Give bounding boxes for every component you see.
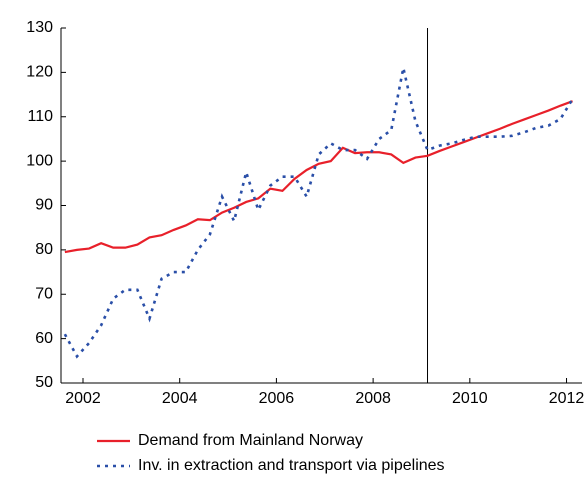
series-line bbox=[64, 100, 573, 254]
x-tick-label: 2010 bbox=[452, 390, 488, 407]
x-tick-label: 2008 bbox=[355, 390, 391, 407]
y-tick-label: 50 bbox=[35, 374, 53, 391]
y-tick-label: 110 bbox=[27, 108, 53, 125]
x-tick-label: 2006 bbox=[259, 390, 295, 407]
y-tick-label: 60 bbox=[35, 330, 53, 347]
y-tick-label: 90 bbox=[35, 197, 53, 214]
legend-label: Inv. in extraction and transport via pip… bbox=[138, 457, 445, 474]
x-tick-label: 2002 bbox=[65, 390, 101, 407]
x-tick-label: 2004 bbox=[162, 390, 198, 407]
x-tick-label: 2012 bbox=[549, 390, 585, 407]
series-line bbox=[63, 67, 574, 359]
y-tick-label: 70 bbox=[35, 285, 53, 302]
y-tick-label: 130 bbox=[26, 19, 53, 36]
y-tick-label: 120 bbox=[26, 64, 53, 81]
y-tick-label: 80 bbox=[35, 241, 53, 258]
y-tick-label: 100 bbox=[26, 152, 53, 169]
legend-label: Demand from Mainland Norway bbox=[138, 432, 363, 449]
